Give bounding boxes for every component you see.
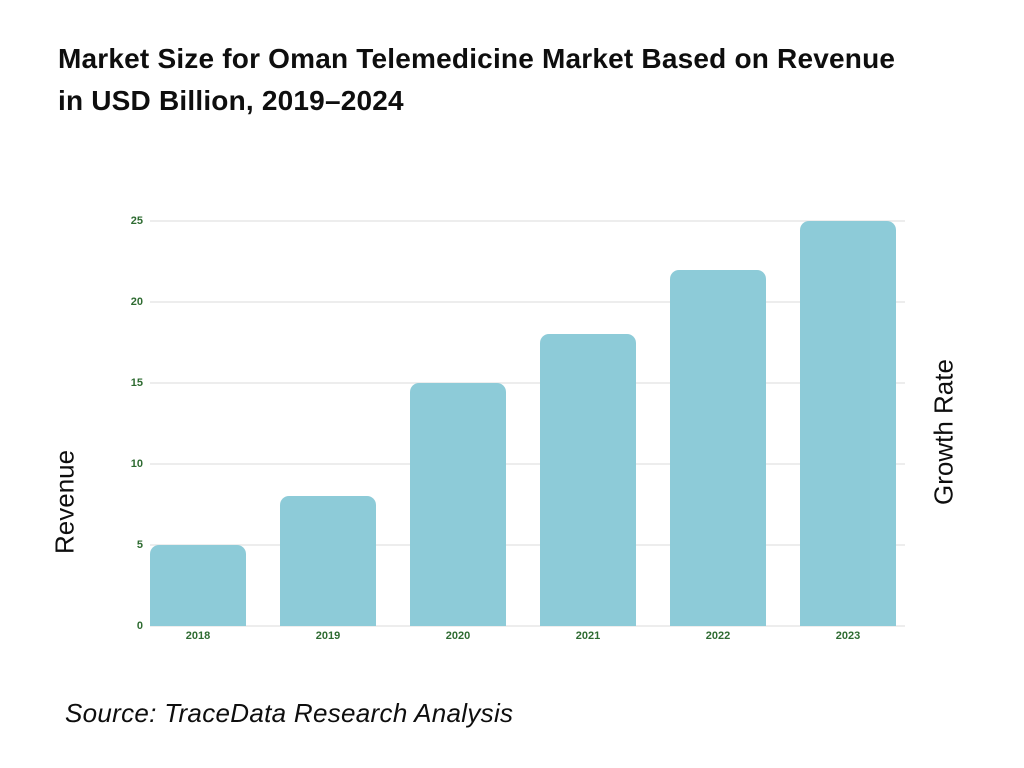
y-axis-label: Revenue: [49, 449, 80, 555]
gridline-y-0: [150, 625, 905, 627]
x-tick-label-2019: 2019: [315, 630, 341, 642]
y-tick-label-0: 0: [136, 620, 143, 632]
gridline-y-15: [150, 382, 905, 384]
x-tick-label-2018: 2018: [185, 630, 211, 642]
bar-2023: [800, 221, 896, 626]
bar-2022: [670, 269, 766, 626]
y-tick-label-25: 25: [130, 215, 143, 227]
x-tick-label-2023: 2023: [835, 630, 861, 642]
x-tick-label-2021: 2021: [575, 630, 601, 642]
y-tick-label-20: 20: [130, 296, 143, 308]
bar-2019: [280, 496, 376, 626]
secondary-y-axis-label: Growth Rate: [928, 359, 959, 505]
bar-2018: [150, 545, 246, 626]
y-tick-label-10: 10: [130, 458, 143, 470]
x-tick-label-2022: 2022: [705, 630, 731, 642]
gridline-y-5: [150, 544, 905, 546]
chart-title-line-2: in USD Billion, 2019–2024: [58, 85, 404, 116]
bar-2021: [540, 334, 636, 626]
x-tick-label-2020: 2020: [445, 630, 471, 642]
source-note: Source: TraceData Research Analysis: [65, 698, 514, 728]
chart-title-line-1: Market Size for Oman Telemedicine Market…: [58, 43, 896, 74]
gridline-y-20: [150, 301, 905, 303]
chart-title: Market Size for Oman Telemedicine Market…: [58, 38, 978, 122]
gridline-y-10: [150, 463, 905, 465]
y-tick-label-15: 15: [130, 377, 143, 389]
bar-2020: [410, 383, 506, 626]
y-tick-label-5: 5: [136, 539, 143, 551]
gridline-y-25: [150, 220, 905, 222]
